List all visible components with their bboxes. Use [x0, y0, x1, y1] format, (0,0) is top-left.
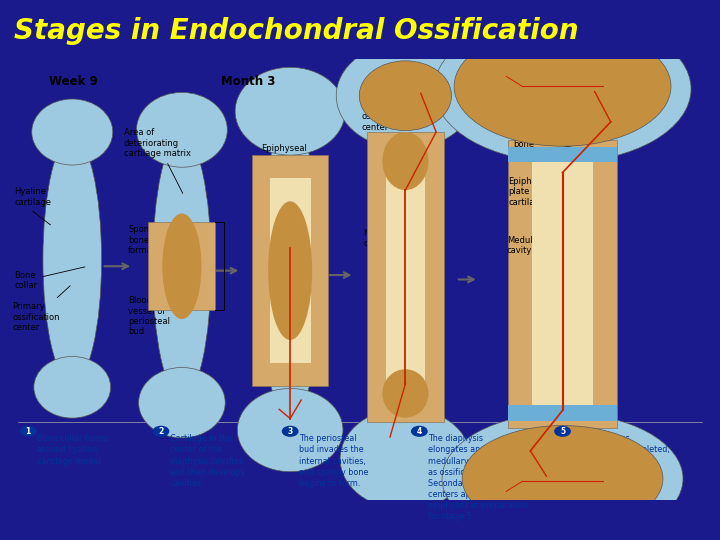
- Text: Spongy
bone
formation: Spongy bone formation: [128, 225, 182, 255]
- Text: Month 3: Month 3: [221, 75, 276, 88]
- Text: Childhood to
adolescence: Childhood to adolescence: [524, 75, 608, 103]
- Text: Week 9: Week 9: [49, 75, 98, 88]
- Text: Articular
cartilage: Articular cartilage: [510, 88, 577, 122]
- Text: Cartilage in the
center of the
diaphysis calcifies
and then develops
cavities.: Cartilage in the center of the diaphysis…: [170, 434, 245, 488]
- Text: Birth: Birth: [382, 75, 415, 88]
- Ellipse shape: [34, 356, 111, 418]
- Text: Stages in Endochondral Ossification: Stages in Endochondral Ossification: [14, 17, 579, 45]
- Text: The periosteal
bud invades the
internal cavities,
and spongy bone
begins to form: The periosteal bud invades the internal …: [300, 434, 369, 488]
- Bar: [508, 406, 617, 421]
- Ellipse shape: [137, 92, 228, 167]
- Ellipse shape: [359, 61, 451, 131]
- Text: 1: 1: [26, 427, 31, 436]
- Text: Epiphyseal
blood vessel: Epiphyseal blood vessel: [261, 144, 313, 183]
- Text: Epiphyseal
plate
cartilage: Epiphyseal plate cartilage: [508, 177, 586, 207]
- Ellipse shape: [235, 68, 345, 155]
- Text: 2: 2: [158, 427, 163, 436]
- Circle shape: [412, 427, 427, 436]
- Bar: [532, 150, 593, 418]
- Ellipse shape: [268, 201, 312, 340]
- Ellipse shape: [382, 132, 428, 190]
- Ellipse shape: [336, 43, 474, 149]
- Circle shape: [282, 427, 298, 436]
- Ellipse shape: [462, 426, 663, 532]
- Ellipse shape: [442, 413, 683, 540]
- Text: Medullary
cavity: Medullary cavity: [507, 235, 567, 255]
- Text: Primary
ossification
center: Primary ossification center: [12, 286, 71, 332]
- Text: Medullary
cavity: Medullary cavity: [364, 229, 411, 248]
- Ellipse shape: [139, 367, 225, 438]
- Text: Bone collar forms
around hyaline
cartilage model.: Bone collar forms around hyaline cartila…: [37, 434, 109, 465]
- Text: Spongy
bone: Spongy bone: [513, 130, 595, 151]
- Bar: [508, 140, 617, 428]
- Circle shape: [153, 427, 168, 436]
- Ellipse shape: [32, 99, 113, 165]
- Ellipse shape: [454, 27, 671, 146]
- Ellipse shape: [153, 134, 211, 399]
- Ellipse shape: [43, 137, 102, 383]
- Ellipse shape: [340, 408, 471, 510]
- Ellipse shape: [162, 213, 202, 319]
- Text: Blood
vessel of
periosteal
bud: Blood vessel of periosteal bud: [128, 296, 184, 336]
- Ellipse shape: [238, 388, 343, 471]
- Bar: [367, 132, 444, 422]
- Text: 5: 5: [560, 427, 565, 436]
- Text: Secondary
ossification
center: Secondary ossification center: [361, 102, 409, 158]
- Text: The epiphyses
ossify. When completed,
hyaline cartilage
remains only in the
epip: The epiphyses ossify. When completed, hy…: [572, 434, 670, 499]
- Bar: [508, 147, 617, 163]
- Bar: [269, 178, 311, 363]
- Text: The diaphysis
elongates and a
medullary cavity forms
as ossification continues.
: The diaphysis elongates and a medullary …: [428, 434, 530, 521]
- Bar: [252, 155, 328, 386]
- Circle shape: [555, 427, 570, 436]
- Ellipse shape: [377, 103, 435, 451]
- Text: Bone
collar: Bone collar: [14, 267, 85, 291]
- Circle shape: [21, 427, 36, 436]
- Text: 4: 4: [417, 427, 422, 436]
- Ellipse shape: [382, 369, 428, 417]
- Bar: [386, 156, 425, 399]
- Text: Hyaline
cartilage: Hyaline cartilage: [14, 187, 51, 225]
- Ellipse shape: [434, 16, 691, 163]
- Text: 3: 3: [287, 427, 293, 436]
- Bar: [148, 222, 215, 310]
- Ellipse shape: [261, 118, 320, 423]
- Text: Area of
deteriorating
cartilage matrix: Area of deteriorating cartilage matrix: [124, 129, 191, 193]
